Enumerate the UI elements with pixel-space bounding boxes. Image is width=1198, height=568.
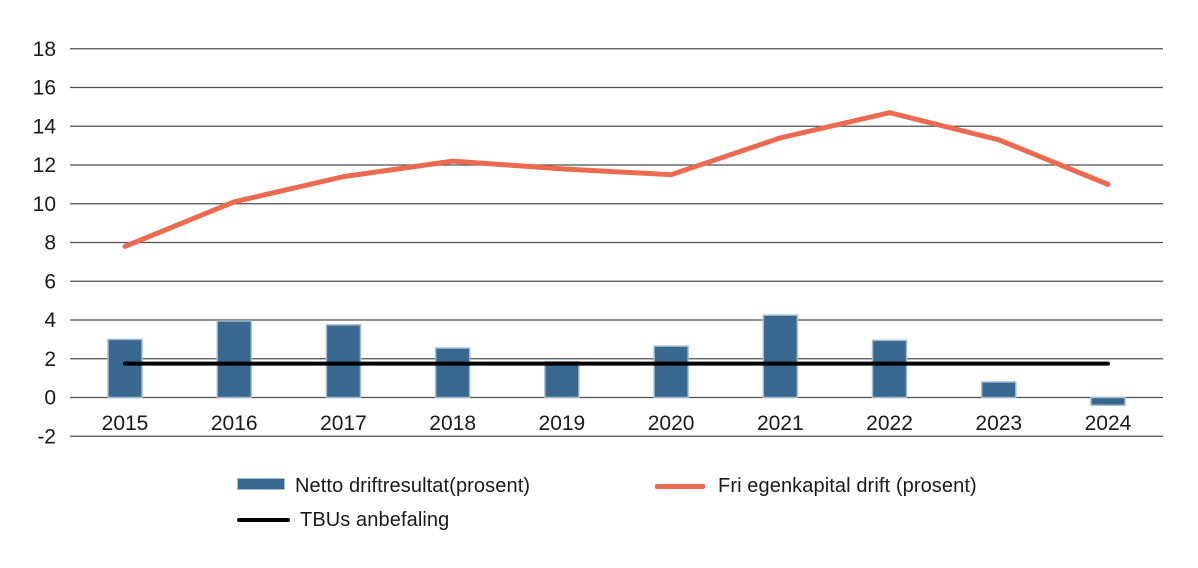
x-tick-label-2015: 2015 xyxy=(102,412,149,435)
y-tick-label--2: -2 xyxy=(37,425,56,448)
bar-2021 xyxy=(762,314,799,399)
y-tick-label-0: 0 xyxy=(44,387,56,410)
x-tick-label-2021: 2021 xyxy=(757,412,804,435)
y-tick-label-6: 6 xyxy=(44,270,56,293)
y-tick-label-10: 10 xyxy=(33,193,56,216)
x-tick-label-2019: 2019 xyxy=(539,412,586,435)
bar-2020 xyxy=(653,345,689,399)
line-series-fri-egenkapital-drift-prosent- xyxy=(122,110,1111,249)
bar-2023 xyxy=(981,381,1017,399)
bar-2015 xyxy=(107,338,143,399)
x-tick-label-2023: 2023 xyxy=(975,412,1022,435)
bar-2022 xyxy=(871,339,908,399)
y-tick-label-14: 14 xyxy=(33,115,57,138)
x-tick-label-2022: 2022 xyxy=(866,412,913,435)
y-tick-label-4: 4 xyxy=(44,309,56,332)
bar-2017 xyxy=(325,324,362,399)
x-tick-label-2016: 2016 xyxy=(211,412,258,435)
x-tick-label-2020: 2020 xyxy=(648,412,695,435)
bar-2018 xyxy=(434,347,471,399)
y-tick-label-18: 18 xyxy=(33,38,56,61)
bar-2016 xyxy=(216,320,252,399)
x-tick-label-2018: 2018 xyxy=(429,412,476,435)
bar-2019 xyxy=(544,360,580,399)
y-tick-label-12: 12 xyxy=(33,154,56,177)
y-tick-label-8: 8 xyxy=(44,232,56,255)
bar-2024 xyxy=(1090,396,1126,406)
x-tick-label-2017: 2017 xyxy=(320,412,367,435)
x-tick-label-2024: 2024 xyxy=(1085,412,1132,435)
y-tick-label-16: 16 xyxy=(33,77,56,100)
y-tick-label-2: 2 xyxy=(44,348,56,371)
